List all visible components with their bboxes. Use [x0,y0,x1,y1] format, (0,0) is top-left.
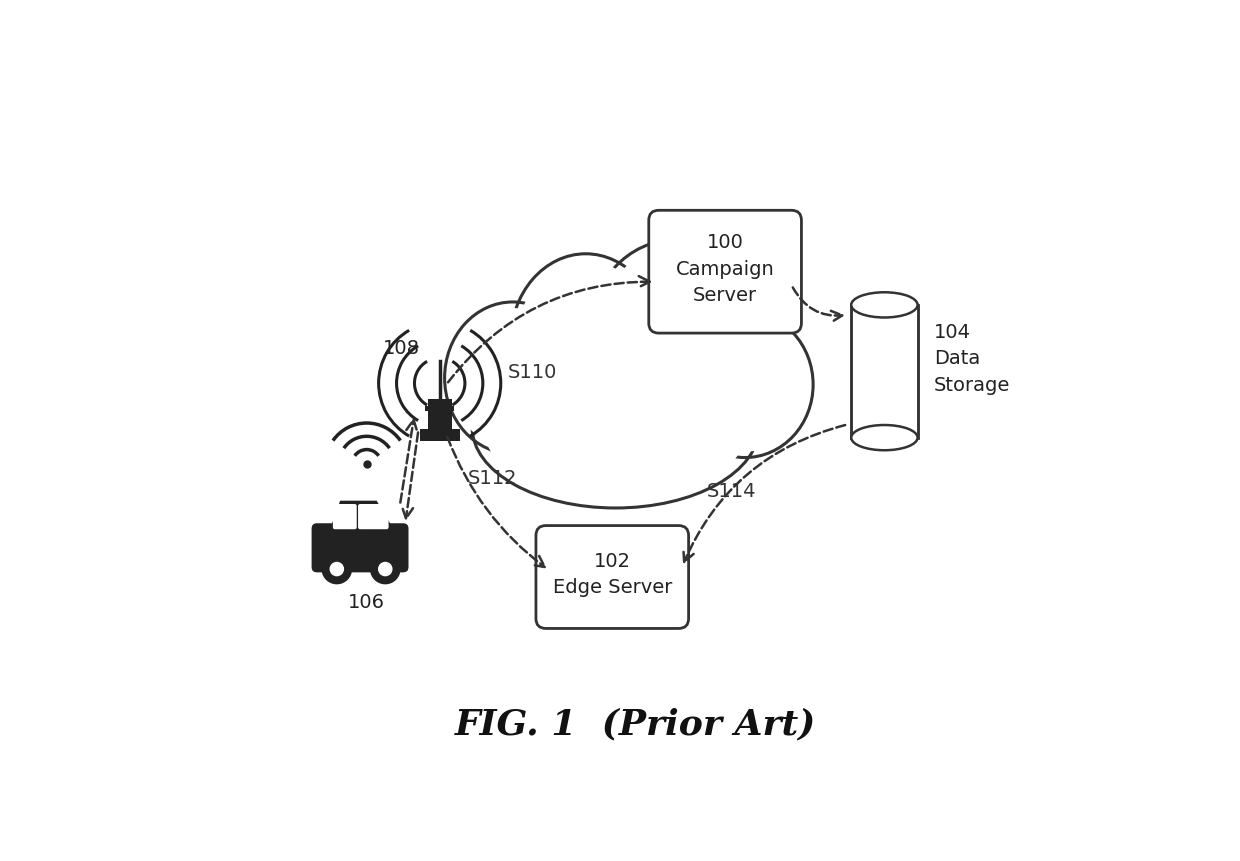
Circle shape [322,554,351,584]
Ellipse shape [851,425,918,450]
Bar [425,406,454,412]
Text: 100
Campaign
Server: 100 Campaign Server [676,233,775,305]
Ellipse shape [596,248,754,423]
Ellipse shape [851,293,918,318]
Text: 102
Edge Server: 102 Edge Server [553,551,672,597]
FancyBboxPatch shape [332,505,357,530]
Ellipse shape [677,313,813,458]
Ellipse shape [472,348,759,508]
Text: S112: S112 [467,468,517,487]
Bar [851,306,918,438]
Ellipse shape [682,318,807,452]
Ellipse shape [484,355,748,502]
Text: 108: 108 [383,338,420,357]
FancyBboxPatch shape [649,211,801,334]
Text: 106: 106 [348,592,386,611]
Ellipse shape [450,309,575,449]
Bar [420,430,460,442]
Ellipse shape [445,302,580,455]
Polygon shape [330,501,393,529]
Bar [428,400,451,430]
Circle shape [371,554,399,584]
Ellipse shape [517,262,655,423]
FancyBboxPatch shape [311,523,408,573]
Circle shape [330,563,343,576]
Text: S110: S110 [508,362,557,381]
Ellipse shape [589,240,761,430]
FancyBboxPatch shape [358,505,388,530]
Text: 104
Data
Storage: 104 Data Storage [934,323,1011,394]
FancyBboxPatch shape [536,526,688,629]
Circle shape [378,563,392,576]
Ellipse shape [511,255,661,430]
Text: S114: S114 [707,481,756,500]
Text: FIG. 1  (Prior Art): FIG. 1 (Prior Art) [455,706,816,740]
